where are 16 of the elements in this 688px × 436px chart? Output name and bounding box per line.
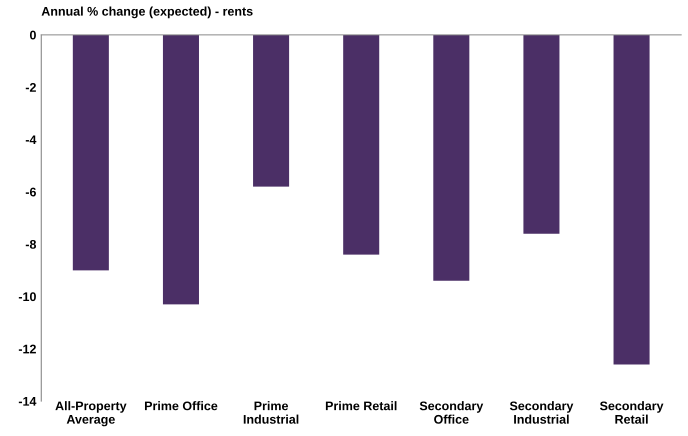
y-tick-label: -6 — [26, 188, 36, 196]
x-tick-label: Secondary Retail — [600, 401, 664, 424]
y-tick-label: -14 — [18, 397, 36, 406]
x-tick-label: Prime Industrial — [244, 401, 298, 424]
y-tick-label: -10 — [18, 292, 36, 302]
y-tick-label: -2 — [26, 83, 36, 92]
x-tick-label: Prime Retail — [326, 401, 396, 410]
y-tick-label: -12 — [18, 344, 36, 354]
y-tick-label: -8 — [26, 240, 36, 249]
x-tick-label: Secondary Office — [420, 401, 484, 424]
x-tick-label: Secondary Industrial — [510, 401, 574, 424]
chart-title: Annual % change (expected) - rents — [42, 6, 253, 18]
x-tick-label: Prime Office — [144, 401, 218, 410]
y-tick-label: -4 — [26, 135, 36, 144]
y-tick-label: 0 — [30, 30, 36, 40]
x-tick-label: All-Property Average — [55, 401, 127, 426]
